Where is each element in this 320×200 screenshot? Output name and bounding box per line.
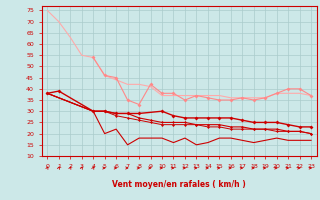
X-axis label: Vent moyen/en rafales ( km/h ): Vent moyen/en rafales ( km/h ) [112,180,246,189]
